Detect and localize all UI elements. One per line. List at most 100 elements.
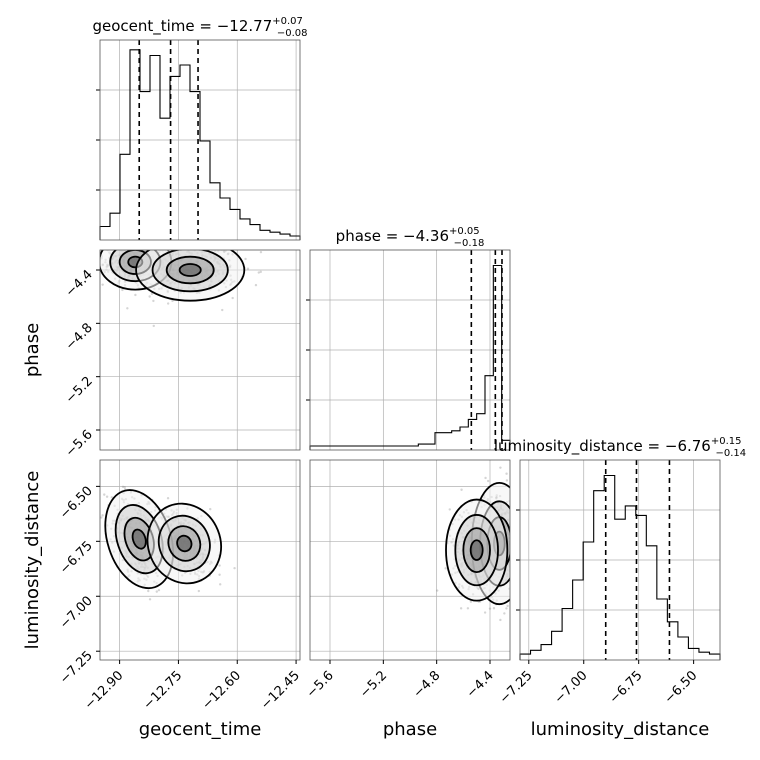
sample-point — [126, 307, 129, 310]
sample-point — [143, 244, 145, 246]
sample-point — [128, 235, 130, 237]
sample-point — [511, 551, 513, 553]
sample-point — [135, 242, 137, 244]
sample-point — [448, 508, 451, 511]
x-axis-label-phase: phase — [383, 719, 437, 740]
contour-1-0 — [135, 250, 246, 302]
sample-point — [95, 271, 97, 273]
sample-point — [435, 589, 439, 592]
sample-point — [513, 592, 515, 594]
sample-point — [515, 573, 517, 575]
sample-point — [460, 488, 463, 491]
sample-point — [515, 587, 517, 589]
grid-layer — [100, 40, 720, 660]
sample-point — [492, 607, 496, 610]
sample-point — [512, 555, 514, 557]
sample-point — [512, 525, 514, 527]
sample-point — [512, 529, 514, 531]
ytick-label-phase-3: −4.4 — [63, 267, 96, 300]
sample-point — [145, 242, 147, 244]
sample-point — [142, 245, 144, 247]
sample-point — [517, 527, 519, 529]
title-upper-error: +0.15 — [711, 436, 742, 447]
histogram-geocent_time — [99, 49, 301, 240]
y-axis-label-phase: phase — [22, 323, 43, 377]
density-fill-1-3 — [470, 540, 483, 560]
contour-1-2 — [462, 527, 491, 573]
sample-point — [206, 242, 208, 244]
sample-point — [197, 589, 201, 593]
sample-point — [512, 518, 514, 520]
sample-point — [136, 245, 138, 247]
histogram-phase — [309, 264, 511, 450]
sample-point — [514, 523, 516, 525]
xtick-label-phase-2: −4.8 — [411, 668, 444, 701]
sample-point — [209, 507, 212, 511]
ytick-label-luminosity_distance-3: −6.50 — [57, 484, 96, 523]
sample-point — [121, 243, 123, 245]
sample-point — [177, 241, 179, 243]
sample-point — [210, 237, 212, 239]
sample-point — [515, 516, 517, 518]
ytick-label-phase-0: −5.6 — [63, 427, 96, 460]
panel-title-luminosity_distance: luminosity_distance = −6.76+0.15 −0.14 — [494, 436, 746, 459]
sample-point — [103, 493, 106, 496]
sample-point — [514, 498, 516, 500]
xtick-label-phase-1: −5.2 — [357, 668, 390, 701]
sample-point — [257, 271, 260, 274]
contour-1-3 — [176, 534, 193, 553]
ytick-label-phase-2: −4.8 — [63, 321, 96, 354]
xtick-label-geocent_time-1: −12.75 — [141, 668, 186, 713]
sample-point — [101, 514, 104, 517]
sample-point — [483, 611, 487, 614]
sample-point — [511, 570, 513, 572]
sample-point — [134, 248, 136, 250]
sample-point — [205, 247, 207, 249]
panel-frame-1-0 — [99, 249, 301, 451]
sample-point — [171, 299, 174, 303]
sample-point — [531, 527, 533, 529]
panel-frame-1-1 — [309, 249, 511, 451]
panel-frame-0-0 — [99, 39, 301, 241]
xtick-label-luminosity_distance-0: −7.25 — [497, 668, 536, 707]
contour-1-1 — [157, 514, 211, 573]
sample-point — [138, 245, 140, 247]
sample-point — [213, 246, 215, 248]
sample-point — [160, 246, 162, 248]
sample-point — [199, 245, 201, 247]
sample-point — [484, 476, 487, 480]
sample-point — [512, 545, 514, 547]
sample-point — [231, 296, 234, 300]
xtick-label-phase-0: −5.6 — [304, 668, 337, 701]
sample-point — [145, 246, 147, 248]
sample-point — [218, 573, 221, 576]
sample-point — [259, 270, 262, 274]
ytick-label-luminosity_distance-2: −6.75 — [57, 539, 96, 578]
sample-point — [122, 244, 124, 246]
y-axis-label-luminosity_distance: luminosity_distance — [22, 471, 43, 650]
contour-1-0 — [146, 502, 222, 585]
marks-layer — [99, 40, 721, 660]
xtick-label-geocent_time-2: −12.60 — [199, 668, 244, 713]
density-layer — [95, 235, 533, 622]
xtick-label-phase-3: −4.4 — [464, 668, 497, 701]
sample-point — [516, 547, 518, 549]
frames-layer — [96, 39, 721, 664]
sample-point — [145, 245, 147, 247]
sample-point — [510, 553, 512, 555]
sample-point — [101, 283, 104, 286]
sample-point — [124, 247, 126, 249]
sample-point — [127, 244, 129, 246]
sample-point — [191, 247, 193, 249]
sample-point — [515, 500, 517, 502]
panel-body-1-0 — [95, 235, 263, 328]
sample-point — [166, 496, 170, 500]
ytick-label-phase-1: −5.2 — [63, 374, 96, 407]
sample-point — [121, 485, 125, 488]
sample-point — [140, 247, 142, 249]
sample-point — [134, 293, 137, 297]
x-axis-label-luminosity_distance: luminosity_distance — [531, 719, 710, 740]
sample-point — [127, 247, 129, 249]
contour-1-0 — [445, 498, 509, 602]
xtick-label-luminosity_distance-1: −7.00 — [552, 668, 591, 707]
